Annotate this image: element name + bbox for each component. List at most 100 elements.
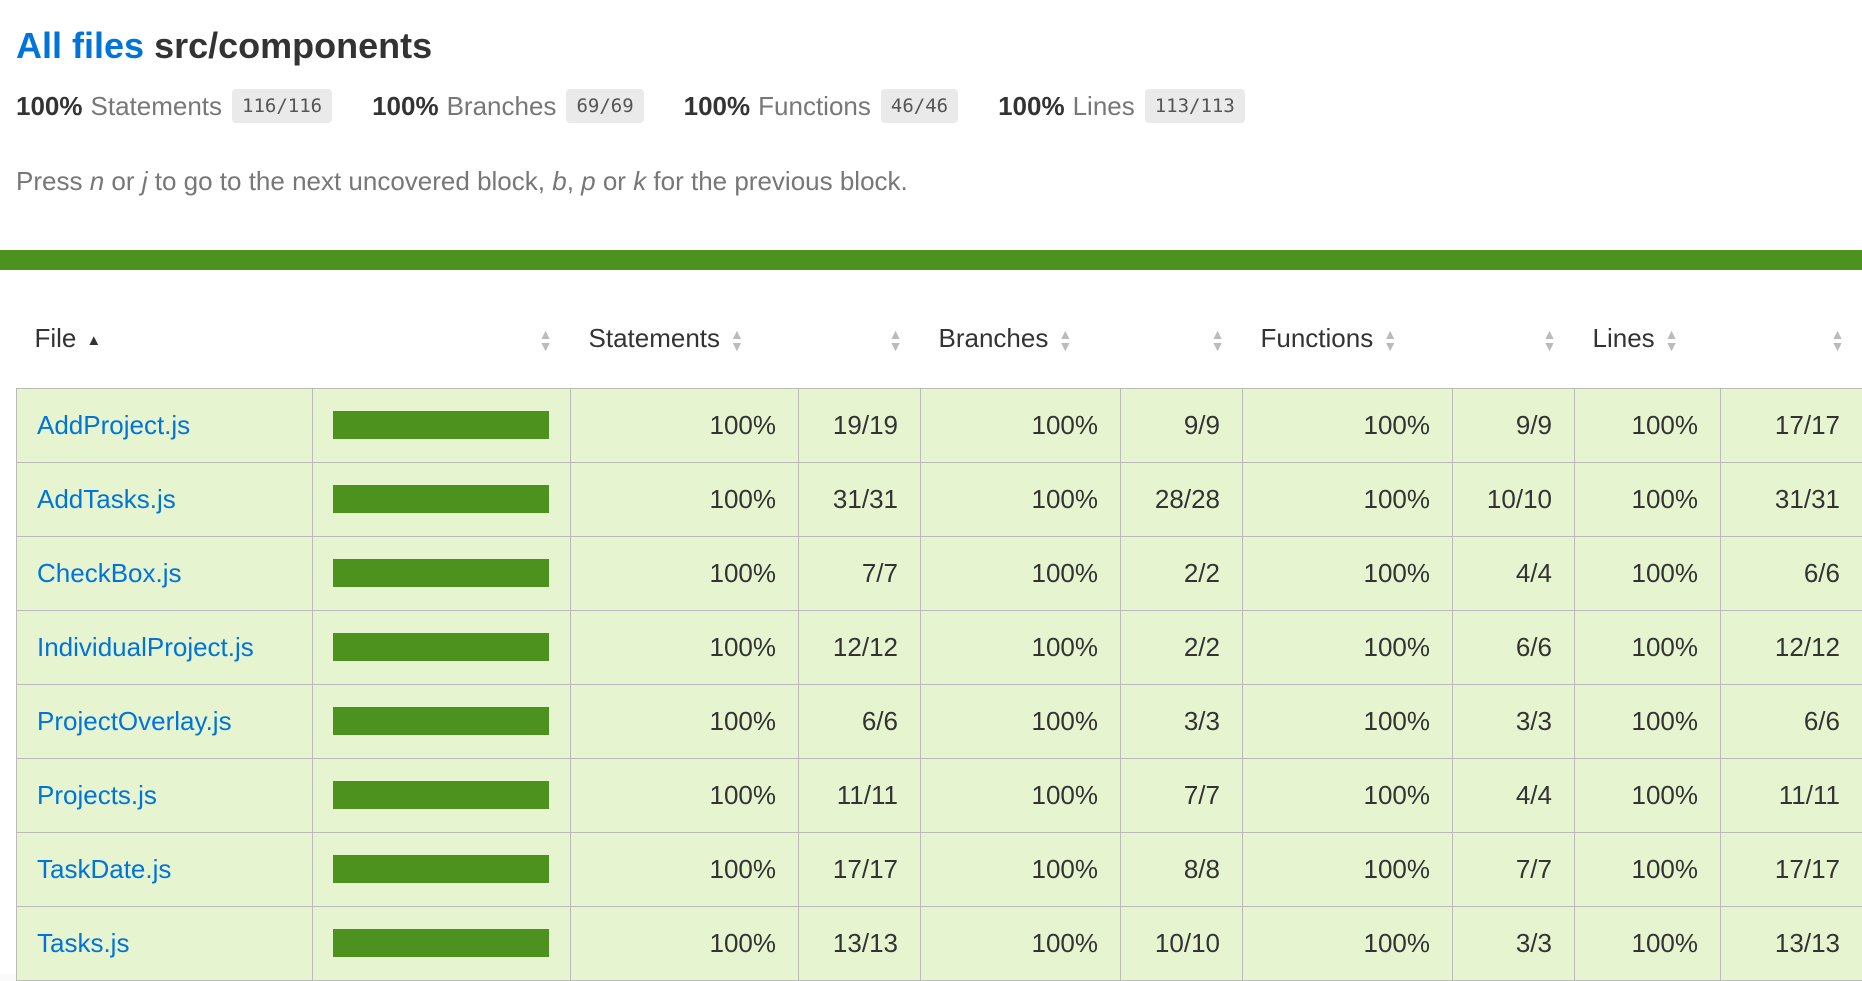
file-cell: Tasks.js bbox=[17, 906, 313, 980]
statements-pct: 100% bbox=[571, 684, 799, 758]
table-header-row: File ▲ ▲▼ Statements▲▼ ▲▼ Branches ▲▼ ▲▼ F… bbox=[17, 290, 1862, 388]
col-lines[interactable]: Lines▲▼ bbox=[1575, 290, 1721, 388]
statements-frac: 31/31 bbox=[799, 462, 921, 536]
functions-pct: 100% bbox=[1243, 462, 1453, 536]
coverage-bar-fill bbox=[333, 855, 549, 883]
summary-functions: 100% Functions 46/46 bbox=[684, 89, 958, 123]
col-label: Branches bbox=[939, 323, 1049, 353]
hint-key: n bbox=[90, 166, 104, 196]
statements-pct: 100% bbox=[571, 536, 799, 610]
col-branches-raw[interactable]: ▲▼ bbox=[1121, 290, 1243, 388]
functions-frac: 6/6 bbox=[1453, 610, 1575, 684]
lines-frac: 11/11 bbox=[1721, 758, 1862, 832]
branches-pct: 100% bbox=[921, 388, 1121, 462]
statements-pct: 100% bbox=[571, 832, 799, 906]
col-file[interactable]: File ▲ bbox=[17, 290, 313, 388]
file-cell: ProjectOverlay.js bbox=[17, 684, 313, 758]
branches-frac: 28/28 bbox=[1121, 462, 1243, 536]
coverage-bar-cell bbox=[313, 388, 571, 462]
file-link[interactable]: AddTasks.js bbox=[37, 484, 176, 514]
coverage-bar-fill bbox=[333, 485, 549, 513]
branches-frac: 3/3 bbox=[1121, 684, 1243, 758]
summary-fraction: 113/113 bbox=[1145, 89, 1245, 123]
col-branches[interactable]: Branches ▲▼ bbox=[921, 290, 1121, 388]
file-cell: AddTasks.js bbox=[17, 462, 313, 536]
sort-icon: ▲▼ bbox=[1665, 328, 1679, 352]
functions-pct: 100% bbox=[1243, 832, 1453, 906]
summary-label: Statements bbox=[91, 91, 223, 122]
coverage-bar bbox=[333, 633, 549, 661]
lines-pct: 100% bbox=[1575, 610, 1721, 684]
sort-asc-icon: ▲ bbox=[86, 332, 101, 349]
col-statements-raw[interactable]: ▲▼ bbox=[799, 290, 921, 388]
branches-pct: 100% bbox=[921, 536, 1121, 610]
lines-pct: 100% bbox=[1575, 388, 1721, 462]
file-link[interactable]: AddProject.js bbox=[37, 410, 190, 440]
lines-pct: 100% bbox=[1575, 832, 1721, 906]
col-file-bar[interactable]: ▲▼ bbox=[313, 290, 571, 388]
file-link[interactable]: Tasks.js bbox=[37, 928, 129, 958]
coverage-bar bbox=[333, 559, 549, 587]
file-link[interactable]: CheckBox.js bbox=[37, 558, 182, 588]
lines-frac: 12/12 bbox=[1721, 610, 1862, 684]
functions-pct: 100% bbox=[1243, 536, 1453, 610]
statements-frac: 11/11 bbox=[799, 758, 921, 832]
current-path: src/components bbox=[154, 25, 432, 66]
statements-pct: 100% bbox=[571, 388, 799, 462]
functions-pct: 100% bbox=[1243, 758, 1453, 832]
all-files-link[interactable]: All files bbox=[16, 25, 144, 66]
coverage-bar-cell bbox=[313, 462, 571, 536]
functions-frac: 9/9 bbox=[1453, 388, 1575, 462]
functions-frac: 3/3 bbox=[1453, 906, 1575, 980]
file-link[interactable]: TaskDate.js bbox=[37, 854, 171, 884]
lines-frac: 6/6 bbox=[1721, 536, 1862, 610]
sort-icon: ▲▼ bbox=[1058, 328, 1072, 352]
file-link[interactable]: IndividualProject.js bbox=[37, 632, 254, 662]
hint-text: to go to the next uncovered block, bbox=[148, 166, 553, 196]
summary-pct: 100% bbox=[998, 91, 1065, 122]
functions-pct: 100% bbox=[1243, 610, 1453, 684]
hint-text: , bbox=[567, 166, 581, 196]
summary-lines: 100% Lines 113/113 bbox=[998, 89, 1245, 123]
branches-frac: 2/2 bbox=[1121, 610, 1243, 684]
file-link[interactable]: ProjectOverlay.js bbox=[37, 706, 232, 736]
branches-pct: 100% bbox=[921, 610, 1121, 684]
coverage-summary: 100% Statements 116/116 100% Branches 69… bbox=[16, 86, 1846, 126]
branches-pct: 100% bbox=[921, 832, 1121, 906]
keyboard-hint: Press n or j to go to the next uncovered… bbox=[16, 166, 1846, 197]
functions-pct: 100% bbox=[1243, 388, 1453, 462]
file-link[interactable]: Projects.js bbox=[37, 780, 157, 810]
statements-frac: 6/6 bbox=[799, 684, 921, 758]
functions-pct: 100% bbox=[1243, 906, 1453, 980]
lines-pct: 100% bbox=[1575, 536, 1721, 610]
coverage-table-container: File ▲ ▲▼ Statements▲▼ ▲▼ Branches ▲▼ ▲▼ F… bbox=[0, 270, 1862, 974]
file-cell: AddProject.js bbox=[17, 388, 313, 462]
summary-branches: 100% Branches 69/69 bbox=[372, 89, 644, 123]
functions-frac: 10/10 bbox=[1453, 462, 1575, 536]
coverage-bar-cell bbox=[313, 536, 571, 610]
col-label: File bbox=[35, 323, 77, 353]
functions-frac: 7/7 bbox=[1453, 832, 1575, 906]
statements-pct: 100% bbox=[571, 758, 799, 832]
coverage-bar-fill bbox=[333, 929, 549, 957]
lines-pct: 100% bbox=[1575, 684, 1721, 758]
statements-frac: 13/13 bbox=[799, 906, 921, 980]
statements-frac: 12/12 bbox=[799, 610, 921, 684]
lines-pct: 100% bbox=[1575, 758, 1721, 832]
col-lines-raw[interactable]: ▲▼ bbox=[1721, 290, 1862, 388]
col-functions-raw[interactable]: ▲▼ bbox=[1453, 290, 1575, 388]
coverage-bar bbox=[333, 929, 549, 957]
summary-fraction: 69/69 bbox=[566, 89, 643, 123]
statements-pct: 100% bbox=[571, 462, 799, 536]
statements-pct: 100% bbox=[571, 906, 799, 980]
lines-frac: 13/13 bbox=[1721, 906, 1862, 980]
page-title: All files src/components bbox=[16, 20, 1846, 72]
col-functions[interactable]: Functions▲▼ bbox=[1243, 290, 1453, 388]
col-statements[interactable]: Statements▲▼ bbox=[571, 290, 799, 388]
hint-text: or bbox=[596, 166, 634, 196]
